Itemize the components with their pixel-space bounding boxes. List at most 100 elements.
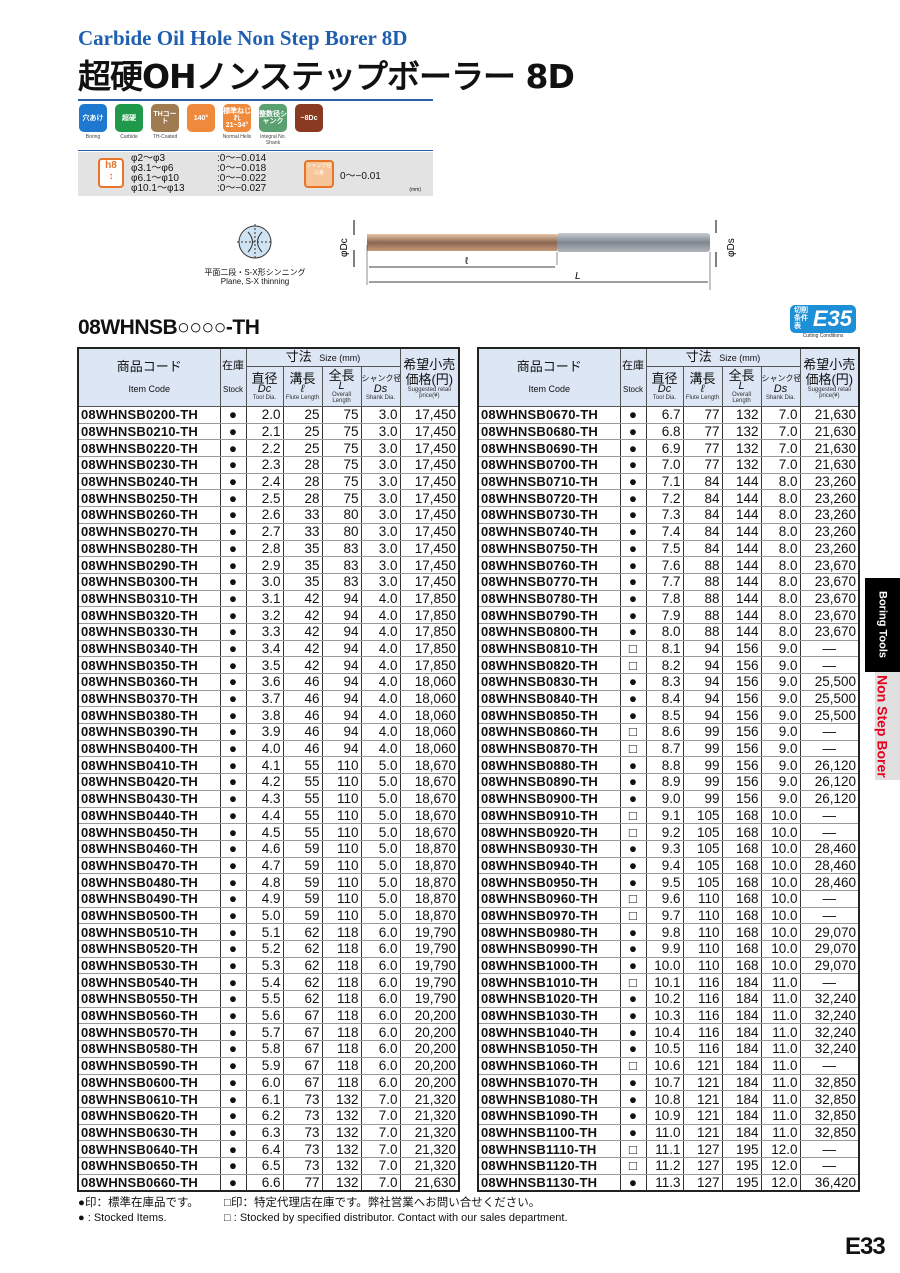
shank-dia: 11.0 [760,1123,801,1142]
table-row: 08WHNSB0910-TH □ 9.1 105 168 10.0— [477,806,860,825]
stock-mark: ● [219,823,247,841]
shank-dia: 6.0 [360,940,401,958]
overall-length: 118 [321,973,362,992]
tool-dia: 7.9 [645,606,684,624]
shank-dia: 4.0 [360,689,401,708]
tool-dia: 2.3 [245,456,284,474]
stock-mark: ● [619,539,647,558]
item-code: 08WHNSB0330-TH [77,622,221,641]
stock-mark: ● [219,489,247,508]
stock-mark: ● [619,940,647,958]
flute-length: 62 [282,956,323,975]
flute-length: 28 [282,456,323,474]
shank-dia: 3.0 [360,439,401,458]
overall-length: 75 [321,489,362,508]
price: 17,450 [399,422,460,441]
table-row: 08WHNSB0290-TH ● 2.9 35 83 3.0 17,450 [77,556,460,574]
shank-dia: 7.0 [360,1156,401,1175]
tool-dia: 5.7 [245,1023,284,1042]
overall-length: 156 [721,773,762,791]
stock-mark: ● [219,756,247,775]
stock-mark: ● [619,706,647,725]
price: 23,260 [799,489,860,508]
tool-dia: 10.2 [645,990,684,1008]
shank-dia: 4.0 [360,606,401,624]
price: 20,200 [399,1040,460,1058]
flute-length: 46 [282,673,323,691]
stock-mark: ● [219,1006,247,1025]
tool-dia: 5.5 [245,990,284,1008]
stock-mark: ● [619,1106,647,1125]
flute-length: 67 [282,1040,323,1058]
tool-dia: 10.7 [645,1073,684,1092]
tool-dia: 2.0 [245,406,284,424]
feature-icon: 140° [186,104,216,146]
overall-length: 156 [721,706,762,725]
price: 32,850 [799,1073,860,1092]
flute-length: 110 [682,906,723,925]
tool-dia: 10.0 [645,956,684,975]
tool-dia: 7.4 [645,522,684,541]
cutting-conditions-page: E35 [812,306,852,331]
feature-icon: 整数径シャンク Integral No. Shank [258,104,288,146]
flute-length: 62 [282,973,323,992]
item-code: 08WHNSB0360-TH [77,673,221,691]
table-row: 08WHNSB0210-TH ● 2.1 25 75 3.0 17,450 [77,422,460,441]
tolerance-row: φ3.1～φ6:0～−0.018 [131,164,266,174]
item-code: 08WHNSB0930-TH [477,839,621,858]
item-code: 08WHNSB0570-TH [77,1023,221,1042]
feature-badge-icon: 140° [187,104,215,132]
shank-dia: 11.0 [760,1006,801,1025]
cutting-conditions-link[interactable]: 切削条件表 E35 Cutting Conditions [790,305,856,339]
table-row: 08WHNSB0360-TH ● 3.6 46 94 4.0 18,060 [77,673,460,691]
side-tab-category[interactable]: Boring Tools [865,578,900,672]
flute-length: 77 [682,439,723,458]
shank-dia: 3.0 [360,506,401,524]
overall-length: 94 [321,689,362,708]
tool-dia: 7.5 [645,539,684,558]
shank-dia: 11.0 [760,1023,801,1042]
tool-dia: 7.2 [645,489,684,508]
table-row: 08WHNSB0570-TH ● 5.7 67 118 6.0 20,200 [77,1023,460,1042]
col-size: 寸法 Size (mm) [645,347,801,367]
table-row: 08WHNSB0880-TH ● 8.8 99 156 9.0 26,120 [477,756,860,775]
side-tab-product[interactable]: Non Step Borer [865,672,900,780]
table-row: 08WHNSB0720-TH ● 7.2 84 144 8.0 23,260 [477,489,860,508]
stock-mark: ● [619,489,647,508]
col-ds: シャンク径 Ds Shank Dia. [360,366,401,407]
flute-length: 88 [682,589,723,608]
overall-length: 94 [321,639,362,658]
shank-tolerance-value: 0～−0.01 [340,171,381,182]
stock-mark: ● [219,973,247,992]
tool-dia: 10.4 [645,1023,684,1042]
col-item-code: 商品コード Item Code [77,347,221,407]
price: 28,460 [799,856,860,875]
price: 18,060 [399,689,460,708]
feature-icons: 穴あけ Boring 超硬 Carbide THコート TH-Coated 140° 標準ねじ… [78,104,324,146]
item-code: 08WHNSB0480-TH [77,873,221,891]
stock-mark: ● [219,723,247,741]
tool-dia: 9.0 [645,789,684,808]
table-row: 08WHNSB0300-TH ● 3.0 35 83 3.0 17,450 [77,572,460,591]
overall-length: 184 [721,973,762,992]
overall-length: 118 [321,940,362,958]
shank-dia: 4.0 [360,639,401,658]
overall-length: 110 [321,873,362,891]
feature-icon: THコート TH-Coated [150,104,180,146]
stock-mark: ● [619,689,647,708]
item-code: 08WHNSB0670-TH [477,406,621,424]
flute-length: 25 [282,439,323,458]
stock-mark: ● [219,539,247,558]
tool-dia: 4.1 [245,756,284,775]
item-code: 08WHNSB0540-TH [77,973,221,992]
table-row: 08WHNSB0840-TH ● 8.4 94 156 9.0 25,500 [477,689,860,708]
table-row: 08WHNSB1030-TH ● 10.3 116 184 11.0 32,240 [477,1006,860,1025]
price: 17,850 [399,656,460,674]
stock-mark: ● [619,1073,647,1092]
table-row: 08WHNSB0850-TH ● 8.5 94 156 9.0 25,500 [477,706,860,725]
shank-dia: 6.0 [360,990,401,1008]
tool-dia: 3.2 [245,606,284,624]
item-code: 08WHNSB0700-TH [477,456,621,474]
overall-length: 110 [321,839,362,858]
table-row: 08WHNSB0670-TH ● 6.7 77 132 7.0 21,630 [477,406,860,424]
